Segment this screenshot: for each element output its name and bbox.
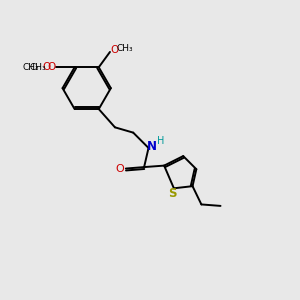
Text: N: N — [147, 140, 157, 153]
Text: O: O — [42, 62, 50, 72]
Text: CH₃: CH₃ — [117, 44, 134, 53]
Text: O: O — [47, 62, 55, 72]
Text: H: H — [157, 136, 165, 146]
Text: O: O — [111, 45, 119, 55]
Text: CH₃: CH₃ — [30, 63, 46, 72]
Text: S: S — [168, 187, 177, 200]
Text: O: O — [115, 164, 124, 174]
Text: CH₃: CH₃ — [23, 63, 39, 72]
